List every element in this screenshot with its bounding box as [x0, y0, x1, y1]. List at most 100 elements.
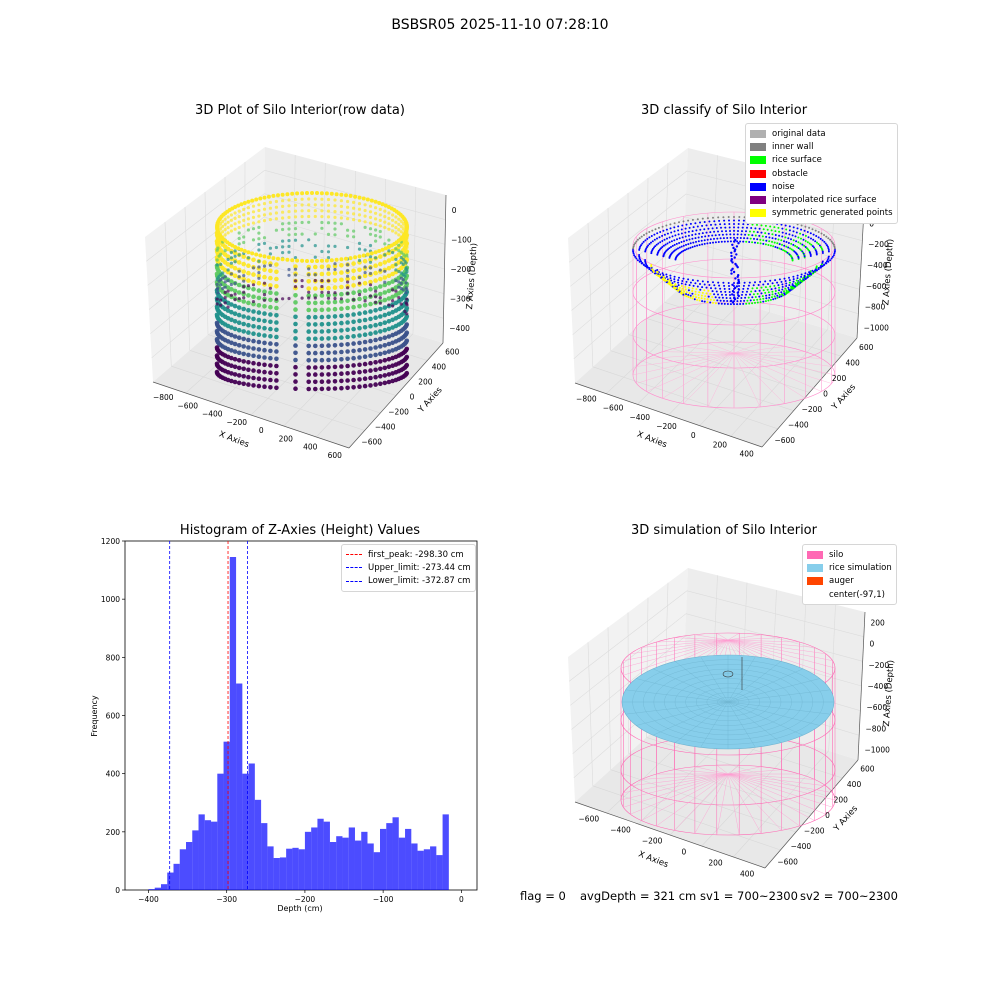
- raw-data-point: [251, 324, 256, 329]
- raw-data-point: [262, 304, 267, 309]
- raw-data-point: [310, 259, 314, 263]
- sim-y-tick-label: −200: [804, 826, 825, 835]
- raw-data-point: [251, 375, 256, 381]
- raw-data-point: [241, 374, 246, 379]
- simulation-legend-item: rice simulation: [807, 561, 892, 574]
- raw-data-point: [293, 279, 298, 283]
- sim-y-tick-label: −400: [791, 842, 812, 851]
- raw-data-point: [373, 199, 378, 204]
- raw-data-point: [257, 265, 261, 269]
- raw-data-point: [332, 285, 338, 290]
- raw-data-point: [307, 220, 311, 224]
- raw-data-point: [293, 285, 298, 289]
- raw-data-point: [280, 257, 285, 262]
- raw-data-point: [268, 275, 273, 281]
- raw-data-point: [293, 215, 298, 219]
- raw-data-point: [305, 191, 309, 195]
- raw-data-point: [293, 238, 298, 242]
- raw-data-point: [386, 245, 391, 249]
- raw-data-point: [262, 254, 267, 259]
- raw-data-point: [274, 297, 278, 301]
- raw-data-point: [287, 244, 291, 248]
- raw-data-point: [339, 284, 344, 290]
- raw-data-point: [313, 350, 318, 356]
- raw-data-point: [386, 273, 392, 279]
- raw-data-point: [313, 314, 318, 320]
- raw-data-point: [313, 293, 318, 299]
- raw-data-point: [246, 322, 251, 328]
- raw-data-point: [373, 308, 378, 313]
- raw-data-point: [262, 202, 267, 206]
- raw-data-point: [373, 345, 378, 350]
- raw-data-point: [226, 220, 230, 224]
- raw-data-point: [262, 207, 267, 211]
- raw-data-point: [306, 279, 312, 284]
- raw-data-point: [223, 275, 227, 279]
- raw-data-point: [300, 191, 305, 196]
- raw-data-point: [262, 355, 267, 360]
- raw-data-point: [293, 336, 298, 341]
- legend-swatch: [807, 577, 823, 586]
- sim-y-tick-label: 0: [825, 811, 830, 820]
- raw-data-point: [351, 261, 356, 266]
- raw-data-point: [251, 353, 256, 359]
- raw-data-point: [399, 224, 403, 229]
- raw-data-point: [268, 206, 272, 210]
- raw-data-point: [246, 330, 251, 335]
- raw-data-point: [287, 233, 291, 237]
- sim-y-tick-label: 200: [834, 796, 849, 805]
- raw-data-point: [382, 305, 388, 310]
- raw-data-point: [246, 284, 250, 288]
- raw-data-point: [394, 257, 398, 261]
- raw-data-point: [306, 322, 312, 327]
- raw-data-point: [251, 301, 256, 307]
- raw-data-point: [363, 248, 367, 252]
- raw-data-point: [339, 210, 343, 214]
- raw-data-point: [236, 290, 242, 295]
- raw-data-point: [257, 259, 261, 263]
- raw-data-point: [257, 237, 261, 241]
- raw-data-point: [346, 228, 350, 232]
- raw-data-point: [266, 255, 271, 260]
- raw-data-point: [306, 365, 312, 370]
- raw-data-point: [348, 193, 353, 198]
- raw-data-point: [380, 202, 385, 207]
- raw-data-point: [339, 313, 344, 319]
- raw-data-point: [256, 347, 262, 352]
- raw-data-point: [246, 382, 251, 387]
- raw-data-point: [256, 354, 262, 360]
- raw-data-point: [274, 378, 279, 383]
- raw-data-point: [357, 241, 362, 245]
- raw-data-point: [351, 275, 356, 281]
- raw-data-point: [214, 345, 220, 350]
- raw-data-point: [257, 208, 261, 213]
- raw-data-point: [293, 203, 298, 207]
- raw-data-point: [268, 312, 273, 317]
- raw-data-point: [313, 255, 317, 259]
- raw-data-point: [390, 371, 395, 376]
- raw-data-point: [368, 287, 373, 292]
- raw-data-point: [378, 314, 383, 319]
- raw-data-point: [357, 384, 362, 390]
- raw-data-point: [326, 321, 331, 327]
- raw-data-point: [352, 229, 356, 233]
- raw-data-point: [306, 386, 312, 392]
- legend-swatch: [807, 550, 823, 559]
- raw-data-point: [397, 285, 401, 289]
- raw-data-point: [357, 267, 362, 273]
- raw-data-point: [357, 304, 362, 309]
- raw-data-point: [257, 203, 261, 207]
- raw-data-point: [268, 212, 272, 216]
- raw-data-point: [348, 256, 353, 261]
- footer-sv1: sv1 = 700~2300: [700, 889, 798, 903]
- raw-data-point: [339, 216, 343, 220]
- raw-data-point: [394, 268, 398, 272]
- raw-data-point: [332, 364, 338, 370]
- raw-data-point: [346, 286, 350, 290]
- raw-data-point: [307, 197, 311, 201]
- raw-data-point: [357, 293, 362, 297]
- raw-data-point: [241, 336, 246, 342]
- raw-data-point: [232, 341, 238, 347]
- raw-grid-line: [146, 170, 265, 262]
- raw-data-point: [251, 294, 256, 300]
